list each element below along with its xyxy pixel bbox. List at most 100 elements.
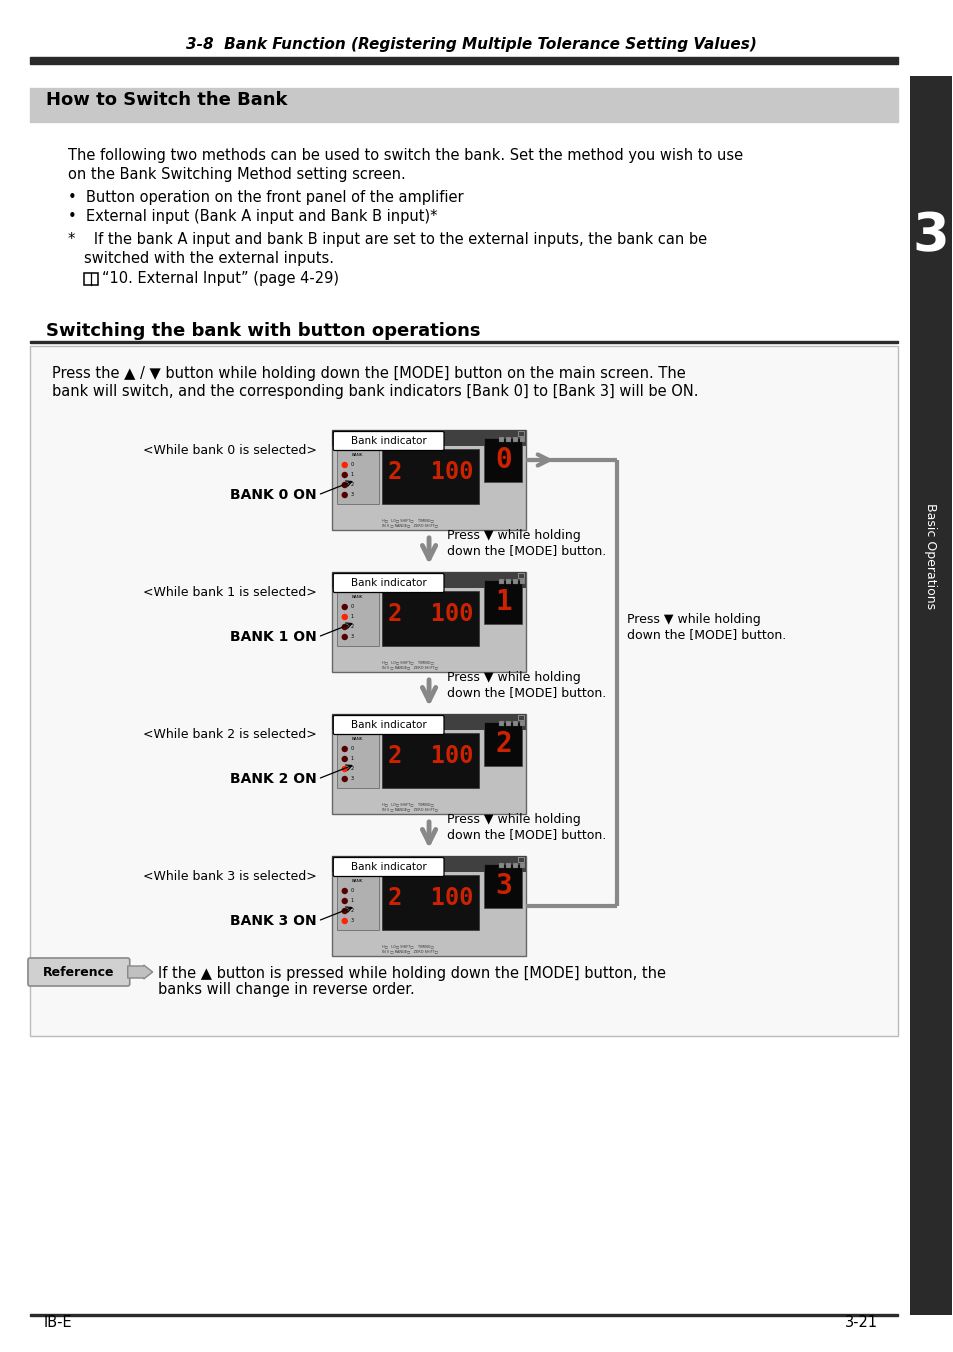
- Text: 3: 3: [351, 776, 354, 781]
- Circle shape: [342, 615, 347, 619]
- Bar: [381, 875, 479, 930]
- Text: KEYENCE: KEYENCE: [341, 719, 364, 725]
- Text: How to Switch the Bank: How to Switch the Bank: [46, 91, 287, 110]
- Text: 0: 0: [351, 604, 354, 610]
- Text: on the Bank Switching Method setting screen.: on the Bank Switching Method setting scr…: [68, 168, 405, 183]
- Bar: [30, 88, 897, 122]
- Text: *    If the bank A input and bank B input are set to the external inputs, the ba: * If the bank A input and bank B input a…: [68, 233, 706, 247]
- FancyBboxPatch shape: [333, 715, 443, 734]
- Circle shape: [342, 483, 347, 488]
- Text: <While bank 3 is selected>: <While bank 3 is selected>: [143, 869, 316, 883]
- Text: 2: 2: [351, 909, 354, 914]
- Bar: [381, 449, 479, 504]
- Text: IN V □ RANGE□   ZERO SHIFT□: IN V □ RANGE□ ZERO SHIFT□: [381, 807, 437, 811]
- Bar: [381, 591, 479, 646]
- Text: bank will switch, and the corresponding bank indicators [Bank 0] to [Bank 3] wil: bank will switch, and the corresponding …: [51, 384, 698, 399]
- Text: 1: 1: [351, 615, 354, 619]
- Text: 2  100: 2 100: [387, 602, 473, 626]
- Bar: [519, 579, 525, 584]
- Text: 2: 2: [495, 730, 511, 758]
- Bar: [519, 721, 525, 726]
- Text: 0: 0: [495, 446, 511, 475]
- Bar: [332, 572, 526, 672]
- FancyArrow shape: [128, 965, 152, 979]
- Circle shape: [342, 472, 347, 477]
- Text: 1: 1: [495, 588, 511, 617]
- Text: •  External input (Bank A input and Bank B input)*: • External input (Bank A input and Bank …: [68, 210, 436, 224]
- Text: H□   LO□ SHIFT□    TIMING□: H□ LO□ SHIFT□ TIMING□: [381, 660, 433, 664]
- Bar: [84, 273, 97, 285]
- Text: 2  100: 2 100: [387, 886, 473, 910]
- Text: BANK: BANK: [352, 737, 363, 741]
- Text: 3-8  Bank Function (Registering Multiple Tolerance Setting Values): 3-8 Bank Function (Registering Multiple …: [185, 37, 756, 51]
- Bar: [484, 438, 522, 483]
- FancyBboxPatch shape: [28, 959, 130, 986]
- Circle shape: [342, 604, 347, 610]
- Text: 3: 3: [351, 492, 354, 498]
- Text: Reference: Reference: [43, 965, 114, 979]
- Text: The following two methods can be used to switch the bank. Set the method you wis: The following two methods can be used to…: [68, 147, 742, 164]
- Bar: [484, 722, 522, 767]
- Bar: [30, 1314, 897, 1315]
- Text: 0: 0: [351, 746, 354, 752]
- Text: banks will change in reverse order.: banks will change in reverse order.: [157, 982, 414, 996]
- Bar: [909, 76, 951, 1315]
- Bar: [498, 579, 504, 584]
- Bar: [332, 856, 526, 872]
- Circle shape: [342, 909, 347, 914]
- Text: BANK 2 ON: BANK 2 ON: [230, 772, 316, 786]
- Circle shape: [342, 918, 347, 923]
- FancyBboxPatch shape: [333, 857, 443, 876]
- Bar: [332, 430, 526, 530]
- Bar: [332, 572, 526, 588]
- Bar: [336, 591, 378, 646]
- Text: Bank indicator: Bank indicator: [351, 863, 426, 872]
- Circle shape: [342, 776, 347, 781]
- Text: switched with the external inputs.: switched with the external inputs.: [84, 251, 334, 266]
- Bar: [381, 733, 479, 788]
- Circle shape: [342, 899, 347, 903]
- Circle shape: [342, 634, 347, 639]
- Bar: [498, 437, 504, 442]
- Text: <While bank 0 is selected>: <While bank 0 is selected>: [143, 443, 316, 457]
- Circle shape: [342, 888, 347, 894]
- Text: If the ▲ button is pressed while holding down the [MODE] button, the: If the ▲ button is pressed while holding…: [157, 965, 665, 982]
- Text: IN V □ RANGE□   ZERO SHIFT□: IN V □ RANGE□ ZERO SHIFT□: [381, 665, 437, 669]
- Bar: [517, 573, 524, 579]
- Text: IN V □ RANGE□   ZERO SHIFT□: IN V □ RANGE□ ZERO SHIFT□: [381, 949, 437, 953]
- Bar: [332, 856, 526, 956]
- Text: Press ▼ while holding
down the [MODE] button.: Press ▼ while holding down the [MODE] bu…: [626, 612, 785, 641]
- Bar: [336, 449, 378, 504]
- Text: 3: 3: [912, 210, 948, 262]
- Bar: [517, 431, 524, 435]
- Text: “10. External Input” (page 4-29): “10. External Input” (page 4-29): [102, 270, 338, 285]
- Bar: [332, 714, 526, 730]
- Text: •  Button operation on the front panel of the amplifier: • Button operation on the front panel of…: [68, 191, 463, 206]
- Text: KEYENCE: KEYENCE: [341, 577, 364, 583]
- Text: BANK: BANK: [352, 453, 363, 457]
- Bar: [484, 580, 522, 625]
- Bar: [30, 346, 897, 1036]
- Text: 0: 0: [351, 462, 354, 468]
- Bar: [30, 341, 897, 343]
- Bar: [517, 857, 524, 863]
- Text: <While bank 1 is selected>: <While bank 1 is selected>: [143, 585, 316, 599]
- Text: 2: 2: [351, 625, 354, 630]
- Text: 2  100: 2 100: [387, 460, 473, 484]
- Bar: [506, 863, 511, 868]
- Text: 2: 2: [351, 767, 354, 772]
- Text: H□   LO□ SHIFT□    TIMING□: H□ LO□ SHIFT□ TIMING□: [381, 802, 433, 806]
- Text: Switching the bank with button operations: Switching the bank with button operation…: [46, 322, 480, 339]
- Bar: [332, 430, 526, 446]
- Text: BANK: BANK: [352, 879, 363, 883]
- Text: <While bank 2 is selected>: <While bank 2 is selected>: [143, 727, 316, 741]
- Text: Press ▼ while holding
down the [MODE] button.: Press ▼ while holding down the [MODE] bu…: [447, 529, 605, 557]
- Text: 1: 1: [351, 899, 354, 903]
- Bar: [332, 714, 526, 814]
- Text: Press the ▲ / ▼ button while holding down the [MODE] button on the main screen. : Press the ▲ / ▼ button while holding dow…: [51, 366, 685, 381]
- Bar: [498, 863, 504, 868]
- Text: 1: 1: [351, 757, 354, 761]
- Circle shape: [342, 757, 347, 761]
- Text: Press ▼ while holding
down the [MODE] button.: Press ▼ while holding down the [MODE] bu…: [447, 813, 605, 841]
- Text: BANK 3 ON: BANK 3 ON: [230, 914, 316, 927]
